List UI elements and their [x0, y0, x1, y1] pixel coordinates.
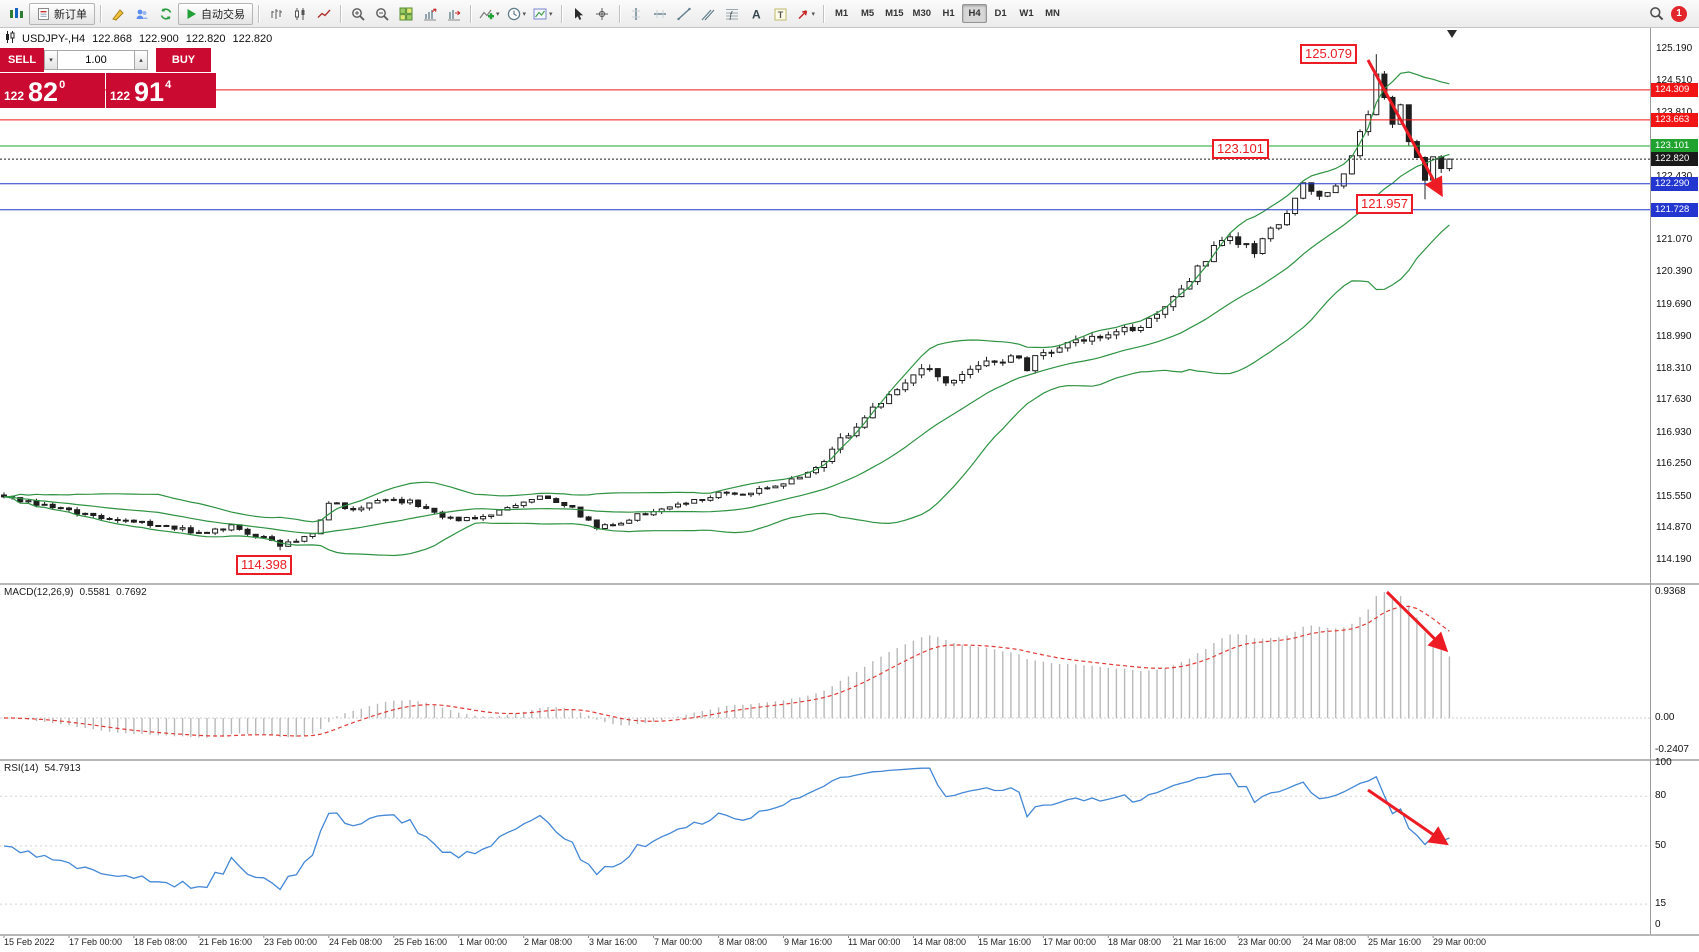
symbol-period-label: USDJPY-,H4	[22, 32, 86, 45]
toolbar-separator	[618, 4, 620, 23]
crosshair-icon[interactable]	[591, 3, 614, 25]
buy-button[interactable]: BUY	[156, 48, 211, 72]
timeframe-MN[interactable]: MN	[1040, 4, 1065, 23]
notification-badge[interactable]: 1	[1671, 5, 1687, 22]
timeframe-M1[interactable]: M1	[829, 4, 854, 23]
one-click-trading-panel: SELL ▾ ▴ BUY 122 82 0 122 91 4	[0, 48, 216, 108]
buy-price-int: 122	[110, 89, 131, 103]
macd-name: MACD(12,26,9)	[4, 587, 74, 598]
tile-windows-icon[interactable]	[394, 3, 417, 25]
svg-text:A: A	[752, 7, 761, 21]
cursor-icon[interactable]	[567, 3, 590, 25]
sell-price-int: 122	[4, 89, 25, 103]
templates-icon[interactable]: ▾	[530, 3, 556, 25]
toolbar-separator	[340, 4, 341, 23]
rsi-label: RSI(14) 54.7913	[4, 763, 81, 774]
line-chart-icon[interactable]	[312, 3, 335, 25]
zoom-in-icon[interactable]	[346, 3, 369, 25]
toolbar-separator	[560, 4, 562, 23]
bar-chart-icon[interactable]	[264, 3, 287, 25]
sell-price[interactable]: 122 82 0	[0, 73, 105, 108]
arrows-tool-icon[interactable]: ▾	[793, 3, 819, 25]
chevron-down-icon: ▾	[49, 56, 53, 64]
timeframe-M30[interactable]: M30	[909, 4, 935, 23]
toolbar: 新订单 自动交易 ▾ ▾ ▾ f A T ▾ M1 M5 M15 M30 H1 H4 D1 W1 MN 1	[0, 0, 1699, 28]
fibonacci-icon[interactable]: f	[721, 3, 744, 25]
auto-scroll-icon[interactable]	[418, 3, 441, 25]
chevron-up-icon: ▴	[139, 56, 143, 64]
toolbar-separator	[258, 4, 259, 23]
toolbar-separator	[823, 4, 825, 23]
price-close: 122.820	[232, 32, 273, 45]
timeframe-D1[interactable]: D1	[988, 4, 1013, 23]
chart-shift-marker-icon[interactable]	[1447, 30, 1457, 38]
sell-price-pips: 82	[28, 77, 59, 107]
candlestick-chart-icon[interactable]	[288, 3, 311, 25]
buy-price-pips: 91	[134, 77, 165, 107]
toolbar-separator	[470, 4, 471, 23]
svg-text:T: T	[777, 10, 783, 20]
app-chart-icon	[6, 3, 28, 25]
macd-signal-value: 0.7692	[116, 587, 147, 598]
sell-button[interactable]: SELL	[0, 48, 44, 72]
zoom-out-icon[interactable]	[370, 3, 393, 25]
text-icon[interactable]: A	[745, 3, 768, 25]
chart-shift-icon[interactable]	[442, 3, 465, 25]
price-low: 122.820	[185, 32, 226, 45]
new-order-button[interactable]: 新订单	[29, 2, 95, 25]
equidistant-channel-icon[interactable]	[697, 3, 720, 25]
buy-price-point: 4	[165, 79, 172, 91]
timeframe-M15[interactable]: M15	[881, 4, 907, 23]
timeframe-H4[interactable]: H4	[962, 4, 988, 23]
periodicity-icon[interactable]: ▾	[504, 3, 530, 25]
vertical-line-icon[interactable]	[625, 3, 648, 25]
chart-title: USDJPY-,H4 122.868 122.900 122.820 122.8…	[5, 31, 272, 46]
macd-main-value: 0.5581	[79, 587, 111, 598]
volume-increase-button[interactable]: ▴	[134, 50, 148, 70]
price-open: 122.868	[92, 32, 132, 45]
macd-label: MACD(12,26,9) 0.5581 0.7692	[4, 587, 147, 598]
community-icon[interactable]	[130, 3, 153, 25]
price-axis-line[interactable]	[1650, 28, 1651, 934]
buy-price[interactable]: 122 91 4	[106, 73, 216, 108]
pencil-tool-icon[interactable]	[106, 3, 129, 25]
rsi-panel-separator[interactable]	[0, 759, 1699, 761]
rsi-value: 54.7913	[44, 763, 81, 774]
toolbar-separator	[100, 4, 101, 23]
macd-panel-separator[interactable]	[0, 583, 1699, 585]
rsi-name: RSI(14)	[4, 763, 39, 774]
text-label-icon[interactable]: T	[769, 3, 792, 25]
candlestick-icon	[5, 31, 15, 46]
search-icon[interactable]	[1645, 3, 1668, 25]
sell-price-point: 0	[59, 79, 66, 91]
horizontal-line-icon[interactable]	[649, 3, 672, 25]
timeframe-W1[interactable]: W1	[1014, 4, 1039, 23]
timeframe-H1[interactable]: H1	[936, 4, 961, 23]
refresh-icon[interactable]	[154, 3, 177, 25]
volume-decrease-button[interactable]: ▾	[44, 50, 58, 70]
price-high: 122.900	[138, 32, 179, 45]
svg-text:f: f	[730, 10, 734, 20]
timeframe-M5[interactable]: M5	[855, 4, 880, 23]
volume-input[interactable]	[58, 50, 134, 70]
time-axis-separator	[0, 934, 1699, 936]
trendline-icon[interactable]	[673, 3, 696, 25]
auto-trading-button[interactable]: 自动交易	[178, 2, 253, 25]
indicators-icon[interactable]: ▾	[476, 3, 503, 25]
